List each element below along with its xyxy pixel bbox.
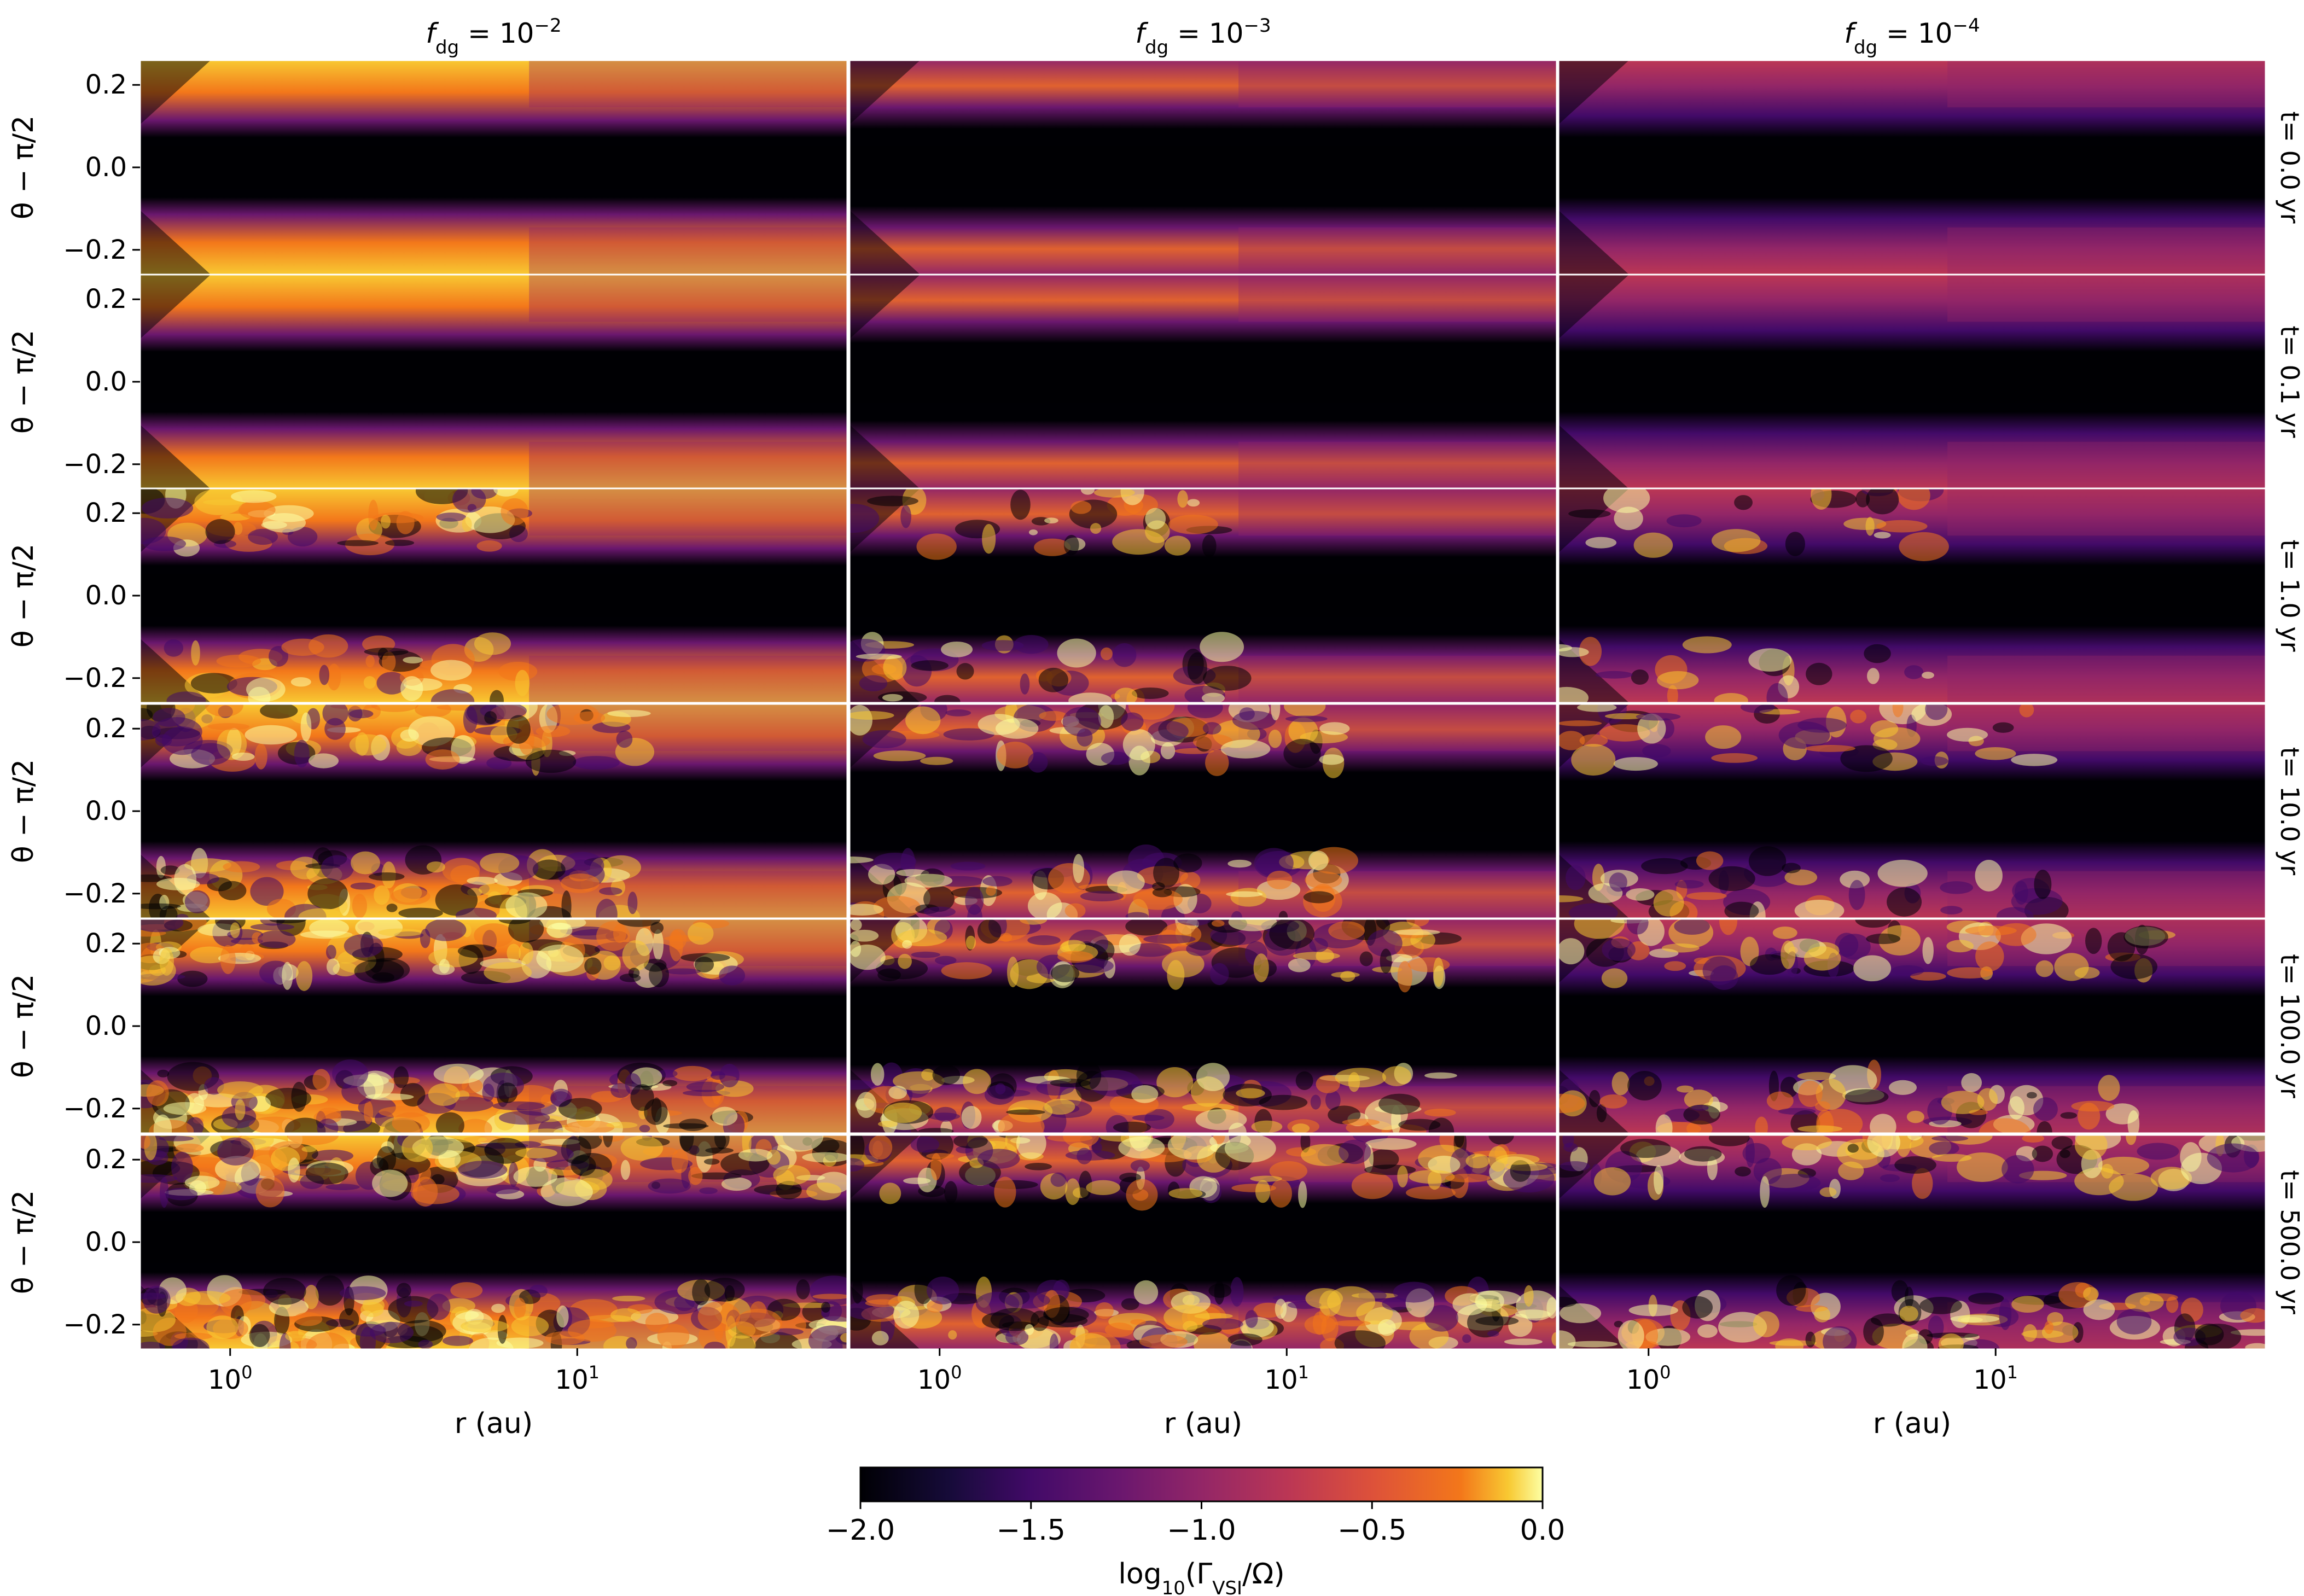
row-label-3: t= 1.0 yr (2275, 539, 2304, 651)
heatmap-panel-r5-c3 (1557, 918, 2267, 1134)
heatmap-panel-r4-c2 (848, 703, 1558, 919)
row-label-6: t= 500.0 yr (2275, 1170, 2304, 1314)
x-tick-label: 100 (208, 1362, 252, 1395)
row-label-4: t= 10.0 yr (2275, 747, 2304, 875)
y-tick-label: 0.0 (85, 366, 127, 397)
y-tick-label: −0.2 (63, 1093, 127, 1124)
y-tick-label: −0.2 (63, 663, 127, 694)
y-tick-label: 0.2 (85, 713, 127, 744)
row-label-1: t= 0.0 yr (2275, 111, 2304, 223)
x-tick-label: 101 (1265, 1362, 1309, 1395)
colorbar-tick-label: −0.5 (1337, 1514, 1406, 1547)
heatmap-panel-r4-c1 (139, 703, 848, 919)
y-tick-label: 0.2 (85, 928, 127, 959)
colorbar-tick-label: −2.0 (826, 1514, 895, 1547)
y-tick-label: 0.0 (85, 796, 127, 826)
panel-grid (139, 59, 2267, 1350)
y-tick-label: −0.2 (63, 878, 127, 909)
y-tick-label: −0.2 (63, 1309, 127, 1340)
y-axis-label: θ − π/2 (7, 115, 40, 219)
y-tick-label: −0.2 (63, 235, 127, 265)
column-title-1: fdg = 10−2 (426, 15, 561, 59)
heatmap-panel-r1-c1 (139, 59, 848, 276)
y-axis-label: θ − π/2 (7, 974, 40, 1078)
heatmap-panel-r3-c1 (139, 487, 848, 704)
colorbar-tick-label: 0.0 (1520, 1514, 1566, 1547)
row-label-5: t= 100.0 yr (2275, 954, 2304, 1098)
column-title-3: fdg = 10−4 (1844, 15, 1980, 59)
y-tick-label: −0.2 (63, 449, 127, 480)
x-axis-label: r (au) (1164, 1407, 1242, 1440)
heatmap-panel-r5-c1 (139, 918, 848, 1134)
x-axis-label: r (au) (455, 1407, 533, 1440)
x-tick-label: 100 (1626, 1362, 1671, 1395)
heatmap-panel-r6-c1 (139, 1134, 848, 1350)
heatmap-panel-r3-c2 (848, 487, 1558, 704)
y-tick-label: 0.2 (85, 284, 127, 314)
heatmap-panel-r3-c3 (1557, 487, 2267, 704)
row-label-2: t= 0.1 yr (2275, 325, 2304, 438)
heatmap-panel-r5-c2 (848, 918, 1558, 1134)
column-title-2: fdg = 10−3 (1135, 15, 1271, 59)
y-tick-label: 0.2 (85, 498, 127, 528)
heatmap-panel-r2-c3 (1557, 273, 2267, 490)
heatmap-panel-r6-c3 (1557, 1134, 2267, 1350)
colorbar: −2.0 −1.5 −1.0 −0.5 0.0 log10(ΓVSI/Ω) (826, 1466, 1566, 1596)
y-tick-label: 0.0 (85, 1011, 127, 1041)
y-tick-label: 0.2 (85, 69, 127, 100)
colorbar-tick-label: −1.5 (997, 1514, 1066, 1547)
y-tick-label: 0.2 (85, 1144, 127, 1175)
heatmap-panel-r4-c3 (1557, 703, 2267, 919)
heatmap-panel-r6-c2 (848, 1134, 1558, 1350)
colorbar-gradient (859, 1466, 1544, 1502)
colorbar-label: log10(ΓVSI/Ω) (1118, 1558, 1284, 1596)
x-tick-label: 101 (555, 1362, 600, 1395)
y-tick-label: 0.0 (85, 1227, 127, 1257)
heatmap-panel-r1-c3 (1557, 59, 2267, 276)
y-axis-label: θ − π/2 (7, 544, 40, 648)
x-tick-label: 101 (1974, 1362, 2018, 1395)
y-tick-label: 0.0 (85, 152, 127, 183)
heatmap-panel-r2-c2 (848, 273, 1558, 490)
y-axis-label: θ − π/2 (7, 759, 40, 863)
axes-overlay: fdg = 10−2 fdg = 10−3 fdg = 10−4 t= 0.0 yr t… (7, 15, 2304, 1440)
x-axis-label: r (au) (1873, 1407, 1951, 1440)
heatmap-panel-r1-c2 (848, 59, 1558, 276)
y-tick-label: 0.0 (85, 580, 127, 611)
y-axis-label: θ − π/2 (7, 330, 40, 434)
colorbar-tick-label: −1.0 (1167, 1514, 1236, 1547)
heatmap-panel-r2-c1 (139, 273, 848, 490)
x-tick-label: 100 (917, 1362, 962, 1395)
y-axis-label: θ − π/2 (7, 1190, 40, 1294)
